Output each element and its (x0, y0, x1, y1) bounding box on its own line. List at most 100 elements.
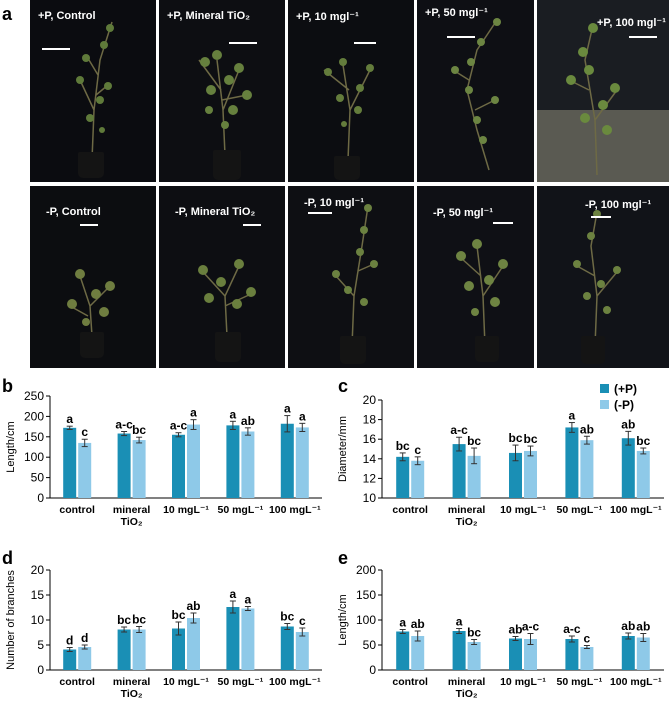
bar (636, 637, 650, 670)
y-tick-label: 200 (24, 409, 44, 423)
y-axis-label: Length/cm (5, 421, 17, 472)
significance-label: d (66, 634, 73, 648)
x-tick-label: 100 mgL⁻¹ (269, 676, 321, 688)
significance-label: bc (280, 610, 294, 624)
bar (241, 431, 255, 498)
plant-photo-minus-p-100: -P, 100 mgl⁻¹ (537, 186, 669, 368)
significance-label: bc (523, 432, 537, 446)
bar (226, 607, 240, 670)
bar (396, 631, 410, 670)
x-tick-label: 100 mgL⁻¹ (610, 676, 662, 688)
scale-bar (229, 42, 257, 44)
x-tick-label: TiO₂ (456, 688, 478, 700)
y-tick-label: 20 (31, 563, 45, 577)
scale-bar (629, 36, 657, 38)
x-tick-label: 100 mgL⁻¹ (610, 504, 662, 516)
plant-pot (213, 150, 241, 180)
plant-photo-plus-p-mineral: +P, Mineral TiO₂ (159, 0, 285, 182)
y-tick-label: 14 (363, 452, 377, 466)
bar (411, 460, 425, 498)
bar (117, 629, 131, 670)
y-axis-label: Length/cm (337, 594, 349, 645)
significance-label: d (81, 631, 88, 645)
y-tick-label: 150 (356, 588, 376, 602)
bar (78, 442, 92, 498)
bar (509, 638, 522, 670)
panel-label-e: e (338, 548, 349, 568)
significance-label: a (230, 587, 237, 601)
significance-label: ab (186, 599, 200, 613)
plant-pot (340, 336, 366, 364)
scale-bar (354, 42, 376, 44)
significance-label: a (299, 409, 306, 423)
x-tick-label: control (392, 676, 428, 688)
y-tick-label: 10 (31, 613, 45, 627)
significance-label: bc (508, 431, 522, 445)
bar (78, 647, 92, 670)
y-tick-label: 0 (37, 663, 44, 677)
bar (621, 438, 635, 498)
photo-caption: -P, 100 mgl⁻¹ (585, 199, 652, 211)
significance-label: bc (117, 613, 131, 627)
x-tick-label: control (59, 504, 95, 516)
photo-caption: -P, 10 mgl⁻¹ (304, 197, 365, 209)
significance-label: c (81, 425, 88, 439)
significance-label: bc (467, 626, 481, 640)
photo-caption: -P, Mineral TiO₂ (175, 206, 256, 218)
plant-pot (78, 152, 104, 178)
y-axis-label: Diameter/mm (337, 416, 349, 482)
photo-caption: -P, 50 mgl⁻¹ (433, 207, 494, 219)
significance-label: ab (241, 414, 255, 428)
significance-label: a-c (522, 620, 540, 634)
photo-caption: +P, Mineral TiO₂ (167, 10, 251, 22)
bar (187, 424, 200, 498)
panel-label-b: b (2, 376, 13, 396)
bar (172, 434, 185, 498)
significance-label: a-c (563, 622, 581, 636)
x-tick-label: mineral (113, 676, 150, 688)
bar (226, 425, 240, 498)
significance-label: ab (508, 623, 522, 637)
legend-label: (-P) (614, 398, 634, 412)
plant-photo-minus-p-50: -P, 50 mgl⁻¹ (417, 186, 534, 368)
plant-pot (215, 332, 241, 362)
plant-pot (80, 332, 104, 358)
significance-label: bc (636, 434, 650, 448)
panel-label-d: d (2, 548, 13, 568)
bar (280, 626, 294, 670)
significance-label: bc (132, 423, 146, 437)
y-tick-label: 50 (363, 638, 377, 652)
bar (580, 647, 594, 670)
plant-photo-minus-p-control: -P, Control (30, 186, 156, 368)
significance-label: c (584, 632, 591, 646)
bar (524, 639, 537, 670)
bar (396, 456, 410, 498)
y-tick-label: 12 (363, 471, 377, 485)
significance-label: a-c (450, 423, 468, 437)
y-tick-label: 16 (363, 432, 377, 446)
y-tick-label: 10 (363, 491, 377, 505)
x-tick-label: 50 mgL⁻¹ (556, 676, 602, 688)
plant-pot (581, 336, 605, 364)
plant-photo-plus-p-50: +P, 50 mgl⁻¹ (417, 0, 534, 182)
y-tick-label: 0 (369, 663, 376, 677)
bar (295, 427, 309, 498)
plant-pot (475, 336, 499, 362)
x-tick-label: mineral (448, 504, 485, 516)
significance-label: a (245, 593, 252, 607)
x-tick-label: TiO₂ (121, 516, 143, 528)
photo-caption: +P, 100 mgl⁻¹ (597, 17, 666, 29)
bar (452, 631, 466, 670)
scale-bar (80, 224, 98, 226)
x-tick-label: control (392, 504, 428, 516)
bar (187, 618, 200, 670)
scale-bar (447, 36, 475, 38)
significance-label: bc (467, 434, 481, 448)
y-tick-label: 5 (37, 638, 44, 652)
x-tick-label: 10 mgL⁻¹ (163, 676, 209, 688)
bar (621, 636, 635, 670)
plant-illustration (332, 204, 378, 347)
scale-bar (591, 216, 611, 218)
x-tick-label: TiO₂ (456, 516, 478, 528)
